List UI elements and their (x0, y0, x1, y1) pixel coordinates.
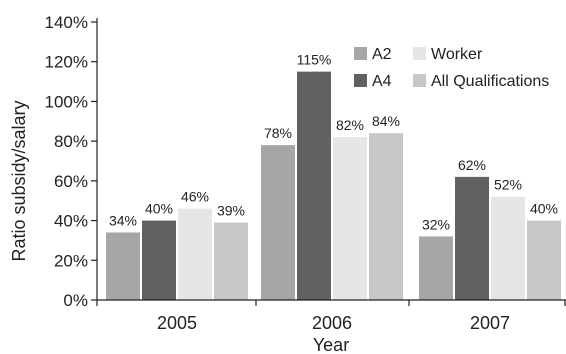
data-label-a2-2005: 34% (109, 212, 137, 228)
legend-swatch-all-qualifications (413, 74, 426, 87)
bar-all-qualifications-2005 (214, 222, 248, 300)
legend: A2 A4 Worker All Qualifications (354, 46, 549, 90)
data-label-a2-2007: 32% (422, 216, 450, 232)
data-label-a4-2007: 62% (458, 157, 486, 173)
bar-a2-2005 (106, 232, 140, 300)
data-label-all-qualifications-2007: 40% (530, 201, 558, 217)
y-tick-label: 40% (54, 212, 88, 231)
legend-label-worker: Worker (431, 46, 483, 63)
bar-a2-2006 (261, 145, 295, 300)
y-tick-label: 80% (54, 132, 88, 151)
legend-swatch-worker (413, 47, 426, 60)
bar-worker-2006 (333, 137, 367, 300)
bar-worker-2005 (178, 208, 212, 300)
bar-a4-2007 (455, 176, 489, 300)
x-tick-label-2005: 2005 (157, 313, 197, 333)
legend-label-a2: A2 (372, 46, 392, 63)
data-label-worker-2006: 82% (336, 117, 364, 133)
bar-a4-2005 (142, 220, 176, 300)
data-label-a4-2005: 40% (145, 201, 173, 217)
bar-a4-2006 (297, 71, 331, 301)
legend-label-a4: A4 (372, 73, 392, 90)
legend-swatch-a2 (354, 47, 367, 60)
y-tick-label: 0% (63, 291, 88, 310)
y-tick-label: 100% (45, 92, 88, 111)
bar-worker-2007 (491, 196, 525, 300)
y-tick-label: 120% (45, 53, 88, 72)
y-axis-title: Ratio subsidy/salary (9, 100, 29, 261)
legend-label-all-qualifications: All Qualifications (431, 73, 549, 90)
legend-swatch-a4 (354, 74, 367, 87)
data-label-a2-2006: 78% (264, 125, 292, 141)
x-tick-label-2006: 2006 (312, 313, 352, 333)
data-labels-group: 34% 40% 46% 39% 78% 115% 82% 84% 32% 62% 52% 40% (109, 52, 558, 233)
y-tick-label: 60% (54, 172, 88, 191)
x-tick-label-2007: 2007 (470, 313, 510, 333)
bar-a2-2007 (419, 236, 453, 300)
y-tick-label: 140% (45, 13, 88, 32)
bars-group (106, 71, 561, 301)
bar-all-qualifications-2007 (527, 220, 561, 300)
bar-all-qualifications-2006 (369, 133, 403, 300)
y-tick-label: 20% (54, 251, 88, 270)
data-label-worker-2005: 46% (181, 189, 209, 205)
data-label-worker-2007: 52% (494, 177, 522, 193)
data-label-all-qualifications-2005: 39% (217, 203, 245, 219)
data-label-a4-2006: 115% (297, 52, 332, 68)
x-axis-title: Year (313, 335, 349, 354)
data-label-all-qualifications-2006: 84% (372, 113, 400, 129)
axes-group: 0% 20% 40% 60% 80% 100% 120% 140% 2005 2006 2007 (45, 13, 566, 333)
